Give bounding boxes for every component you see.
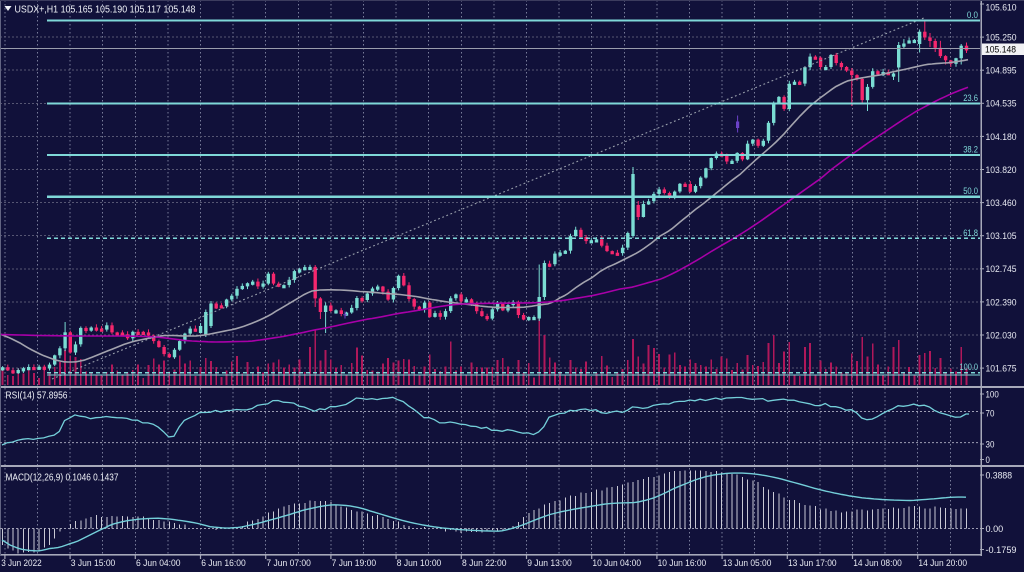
svg-text:7 Jun 07:00: 7 Jun 07:00 xyxy=(266,558,311,569)
svg-text:13 Jun 05:00: 13 Jun 05:00 xyxy=(723,558,772,569)
svg-text:102.745: 102.745 xyxy=(986,264,1017,275)
svg-text:6 Jun 04:00: 6 Jun 04:00 xyxy=(136,558,181,569)
svg-text:0: 0 xyxy=(986,455,990,466)
svg-text:103.105: 103.105 xyxy=(986,231,1017,242)
svg-text:3 Jun 2022: 3 Jun 2022 xyxy=(1,558,42,569)
svg-text:0.3888: 0.3888 xyxy=(986,470,1013,481)
svg-text:105.250: 105.250 xyxy=(986,33,1017,44)
svg-text:13 Jun 17:00: 13 Jun 17:00 xyxy=(788,558,837,569)
svg-text:23.6: 23.6 xyxy=(963,93,978,103)
svg-text:-0.1759: -0.1759 xyxy=(986,545,1017,556)
svg-text:RSI(14) 57.8956: RSI(14) 57.8956 xyxy=(6,391,68,402)
svg-text:38.2: 38.2 xyxy=(963,145,978,155)
svg-text:8 Jun 22:00: 8 Jun 22:00 xyxy=(462,558,507,569)
svg-text:7 Jun 19:00: 7 Jun 19:00 xyxy=(332,558,377,569)
svg-text:30: 30 xyxy=(986,439,995,450)
svg-text:105.610: 105.610 xyxy=(986,2,1017,13)
svg-text:50.0: 50.0 xyxy=(963,186,978,196)
svg-text:103.820: 103.820 xyxy=(986,165,1017,176)
svg-text:101.675: 101.675 xyxy=(986,364,1017,375)
svg-text:0.0: 0.0 xyxy=(967,10,978,20)
svg-text:MACD(12,26,9) 0.1046 0.1437: MACD(12,26,9) 0.1046 0.1437 xyxy=(6,473,119,484)
svg-text:100: 100 xyxy=(986,389,999,400)
svg-text:70: 70 xyxy=(986,408,995,419)
svg-text:104.180: 104.180 xyxy=(986,132,1017,143)
svg-text:104.535: 104.535 xyxy=(986,99,1017,110)
svg-text:100.0: 100.0 xyxy=(960,362,979,372)
svg-text:9 Jun 13:00: 9 Jun 13:00 xyxy=(527,558,572,569)
svg-text:0.00: 0.00 xyxy=(986,524,1004,535)
svg-text:14 Jun 08:00: 14 Jun 08:00 xyxy=(853,558,902,569)
svg-text:10 Jun 16:00: 10 Jun 16:00 xyxy=(658,558,707,569)
svg-text:103.460: 103.460 xyxy=(986,198,1017,209)
svg-text:USDX+,H1 105.165 105.190 105.: USDX+,H1 105.165 105.190 105.117 105.148 xyxy=(15,5,196,16)
svg-text:8 Jun 10:00: 8 Jun 10:00 xyxy=(397,558,442,569)
svg-text:10 Jun 04:00: 10 Jun 04:00 xyxy=(592,558,641,569)
svg-text:102.390: 102.390 xyxy=(986,297,1017,308)
svg-text:3 Jun 15:00: 3 Jun 15:00 xyxy=(71,558,116,569)
svg-text:14 Jun 20:00: 14 Jun 20:00 xyxy=(918,558,967,569)
svg-text:104.895: 104.895 xyxy=(986,66,1017,77)
svg-text:105.148: 105.148 xyxy=(985,45,1016,56)
svg-text:61.8: 61.8 xyxy=(963,228,978,238)
svg-text:102.030: 102.030 xyxy=(986,330,1017,341)
svg-text:6 Jun 16:00: 6 Jun 16:00 xyxy=(201,558,246,569)
